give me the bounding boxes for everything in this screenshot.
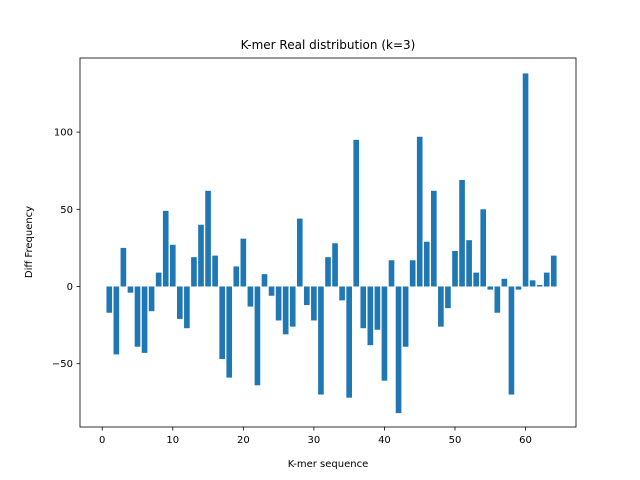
bar-17	[219, 286, 225, 360]
bar-26	[282, 286, 289, 335]
bar-55	[487, 286, 494, 290]
bar-9	[162, 210, 169, 287]
bar-41	[388, 260, 395, 287]
y-tick-label: 0	[67, 282, 73, 293]
bar-44	[409, 260, 416, 287]
bar-37	[360, 286, 367, 329]
y-axis-label: Diff Frequency	[24, 206, 35, 278]
bar-42	[395, 286, 402, 414]
bar-27	[289, 286, 296, 327]
bar-34	[339, 286, 345, 301]
y-tick-label: 100	[54, 128, 73, 139]
bar-2	[113, 286, 120, 355]
bar-8	[155, 272, 162, 287]
bar-54	[480, 209, 487, 287]
bar-15	[205, 190, 211, 287]
bar-64	[550, 255, 557, 287]
bar-47	[431, 190, 437, 287]
bar-35	[346, 286, 352, 398]
bar-45	[416, 136, 423, 287]
bar-20	[240, 238, 247, 287]
y-tick-label: 50	[60, 205, 73, 216]
bar-48	[438, 286, 444, 327]
bar-40	[381, 286, 388, 381]
bar-6	[141, 286, 148, 353]
bar-4	[127, 286, 134, 293]
bar-24	[268, 286, 275, 296]
bar-57	[501, 278, 508, 287]
bar-12	[184, 286, 190, 329]
plot-frame	[79, 57, 577, 428]
x-tick-label: 50	[449, 435, 462, 446]
bar-7	[148, 286, 155, 312]
bar-13	[191, 257, 197, 287]
bar-43	[402, 286, 409, 347]
bar-23	[261, 274, 268, 287]
bar-33	[332, 243, 338, 287]
bar-28	[296, 218, 303, 287]
bar-62	[536, 284, 543, 287]
chart-title: K-mer Real distribution (k=3)	[241, 38, 416, 52]
bar-25	[275, 286, 282, 321]
x-tick-label: 10	[166, 435, 179, 446]
bar-19	[233, 266, 240, 287]
bar-32	[325, 257, 331, 287]
x-tick-label: 40	[378, 435, 391, 446]
x-axis: 0 10 20 30 40 50 60	[99, 427, 532, 446]
x-tick-label: 0	[99, 435, 105, 446]
bar-58	[508, 286, 515, 395]
bar-29	[304, 286, 310, 306]
bar-61	[529, 280, 536, 287]
bar-46	[423, 241, 430, 287]
y-axis: −50 0 50 100	[52, 128, 80, 370]
bar-11	[177, 286, 183, 319]
x-tick-label: 30	[308, 435, 321, 446]
bar-22	[254, 286, 261, 386]
bar-52	[466, 240, 472, 287]
bar-3	[120, 247, 127, 287]
bar-36	[353, 139, 360, 287]
bar-51	[459, 179, 465, 287]
bar-30	[311, 286, 317, 321]
bar-14	[198, 224, 204, 287]
bar-56	[494, 286, 501, 313]
bar-53	[473, 272, 479, 287]
bar-16	[212, 255, 218, 287]
bar-50	[452, 250, 458, 287]
bar-63	[543, 272, 550, 287]
bar-38	[367, 286, 374, 346]
bar-10	[169, 244, 176, 287]
bar-60	[522, 73, 529, 287]
bar-5	[134, 286, 141, 347]
bar-59	[515, 286, 522, 290]
y-tick-label: −50	[52, 359, 73, 370]
bars-group	[106, 73, 557, 414]
bar-39	[374, 286, 381, 330]
bar-49	[445, 286, 451, 309]
x-axis-label: K-mer sequence	[288, 459, 369, 470]
bar-18	[226, 286, 233, 378]
x-tick-label: 60	[519, 435, 532, 446]
bar-21	[247, 286, 254, 307]
bar-31	[318, 286, 324, 395]
x-tick-label: 20	[237, 435, 250, 446]
bar-1	[106, 286, 113, 313]
